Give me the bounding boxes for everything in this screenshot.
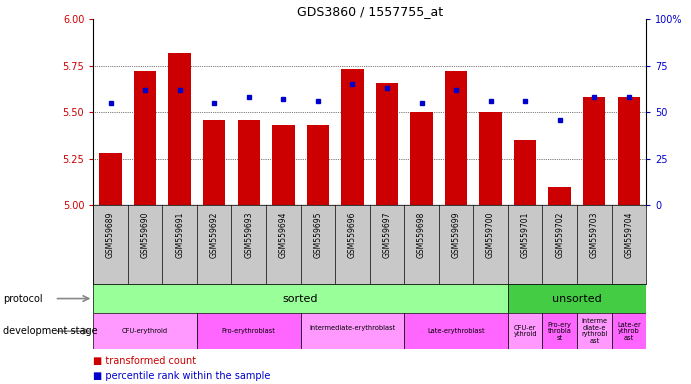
Text: CFU-er
ythroid: CFU-er ythroid bbox=[513, 325, 537, 338]
Text: GSM559704: GSM559704 bbox=[624, 212, 634, 258]
Bar bbox=[514, 140, 536, 205]
Bar bbox=[480, 113, 502, 205]
Text: GSM559702: GSM559702 bbox=[555, 212, 565, 258]
Bar bbox=[238, 120, 260, 205]
Text: GSM559697: GSM559697 bbox=[382, 212, 392, 258]
Bar bbox=[376, 83, 398, 205]
Text: ■ percentile rank within the sample: ■ percentile rank within the sample bbox=[93, 371, 271, 381]
Text: GSM559701: GSM559701 bbox=[520, 212, 530, 258]
Text: Intermediate-erythroblast: Intermediate-erythroblast bbox=[310, 325, 395, 338]
Bar bbox=[410, 113, 433, 205]
Bar bbox=[134, 71, 156, 205]
Text: GSM559700: GSM559700 bbox=[486, 212, 495, 258]
Text: Late-erythroblast: Late-erythroblast bbox=[427, 328, 485, 334]
Text: Late-er
ythrob
ast: Late-er ythrob ast bbox=[617, 322, 641, 341]
Text: GSM559692: GSM559692 bbox=[209, 212, 219, 258]
Text: GSM559696: GSM559696 bbox=[348, 212, 357, 258]
Text: Pro-erythroblast: Pro-erythroblast bbox=[222, 328, 276, 334]
Bar bbox=[169, 53, 191, 205]
Bar bbox=[583, 98, 605, 205]
Title: GDS3860 / 1557755_at: GDS3860 / 1557755_at bbox=[296, 5, 443, 18]
Bar bbox=[197, 313, 301, 349]
Text: GSM559693: GSM559693 bbox=[244, 212, 254, 258]
Bar bbox=[301, 313, 404, 349]
Bar bbox=[404, 313, 508, 349]
Text: GSM559699: GSM559699 bbox=[451, 212, 461, 258]
Text: protocol: protocol bbox=[3, 293, 43, 304]
Text: GSM559695: GSM559695 bbox=[313, 212, 323, 258]
Bar bbox=[508, 313, 542, 349]
Text: GSM559694: GSM559694 bbox=[278, 212, 288, 258]
Bar bbox=[508, 284, 646, 313]
Text: GSM559690: GSM559690 bbox=[140, 212, 150, 258]
Bar bbox=[549, 187, 571, 205]
Bar bbox=[341, 70, 363, 205]
Bar bbox=[307, 125, 329, 205]
Bar bbox=[445, 71, 467, 205]
Text: development stage: development stage bbox=[3, 326, 98, 336]
Bar bbox=[542, 313, 577, 349]
Bar bbox=[577, 313, 612, 349]
Text: Pro-ery
throbla
st: Pro-ery throbla st bbox=[548, 322, 571, 341]
Text: sorted: sorted bbox=[283, 293, 319, 304]
Bar bbox=[93, 284, 508, 313]
Text: CFU-erythroid: CFU-erythroid bbox=[122, 328, 168, 334]
Text: Interme
diate-e
rythrobl
ast: Interme diate-e rythrobl ast bbox=[581, 318, 607, 344]
Text: GSM559691: GSM559691 bbox=[175, 212, 184, 258]
Bar bbox=[100, 153, 122, 205]
Text: GSM559698: GSM559698 bbox=[417, 212, 426, 258]
Text: GSM559689: GSM559689 bbox=[106, 212, 115, 258]
Bar bbox=[203, 120, 225, 205]
Bar bbox=[93, 313, 197, 349]
Text: unsorted: unsorted bbox=[552, 293, 602, 304]
Bar bbox=[272, 125, 294, 205]
Bar bbox=[618, 98, 640, 205]
Text: ■ transformed count: ■ transformed count bbox=[93, 356, 196, 366]
Text: GSM559703: GSM559703 bbox=[589, 212, 599, 258]
Bar bbox=[612, 313, 646, 349]
